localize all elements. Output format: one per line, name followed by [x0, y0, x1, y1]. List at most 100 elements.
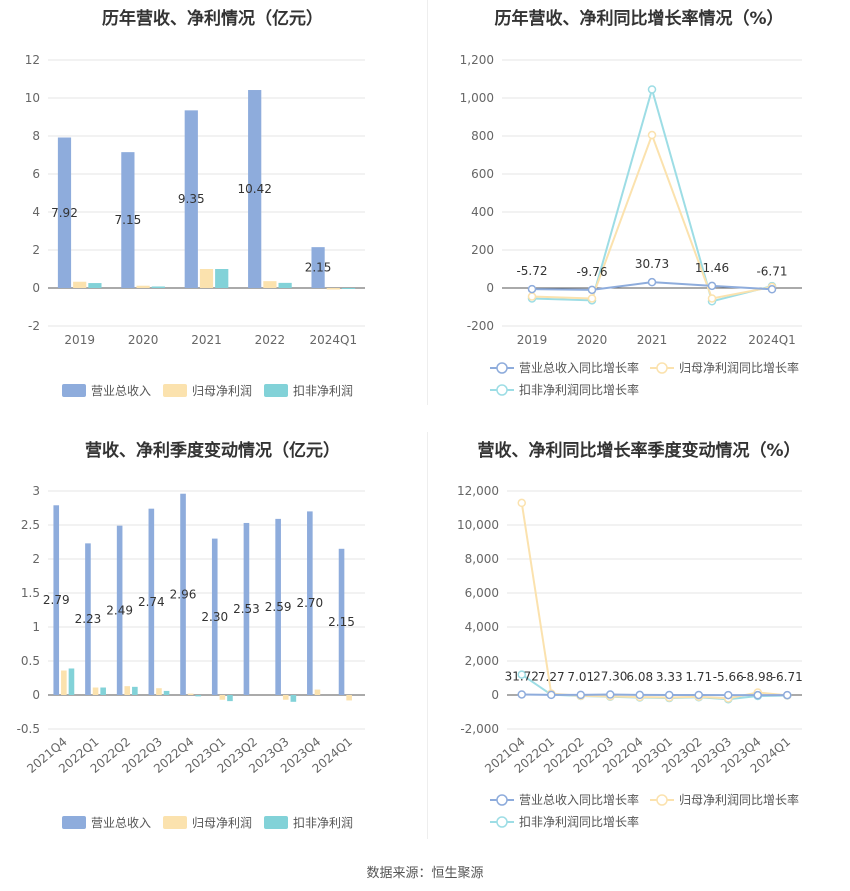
bar	[151, 286, 165, 288]
legend-swatch	[264, 816, 288, 829]
y-tick-label: 2	[32, 243, 40, 257]
bar	[346, 695, 352, 701]
y-tick-label: 2,000	[465, 654, 499, 668]
x-tick-label: 2020	[577, 333, 608, 347]
bar	[148, 508, 155, 695]
chart-title: 历年营收、净利同比增长率情况（%）	[494, 9, 784, 29]
chart-panel-quarterly-growth: 营收、净利同比增长率季度变动情况（%） -2,000 0 2,000 4,000 6,0…	[428, 432, 850, 847]
y-tick-label: 200	[471, 243, 494, 257]
data-label: 27.30	[593, 670, 627, 684]
y-tick-label: -2	[28, 319, 40, 333]
legend-label: 营业总收入	[91, 384, 151, 398]
data-label: 7.01	[567, 670, 594, 684]
data-label: 2.23	[75, 612, 102, 626]
data-point	[724, 690, 733, 700]
bar	[132, 686, 138, 695]
data-point	[547, 690, 556, 700]
data-point	[647, 85, 657, 94]
data-point	[527, 292, 537, 301]
series-line	[531, 132, 773, 300]
data-point	[783, 690, 792, 700]
quarterly-revenue-chart: -0.500.511.522.532021Q42022Q12022Q22022Q…	[17, 484, 365, 830]
data-point	[647, 277, 657, 287]
x-tick-label: 2024Q1	[748, 333, 796, 347]
data-label: 10.42	[238, 182, 272, 196]
data-label: 2.15	[305, 261, 332, 275]
bar	[326, 288, 340, 290]
data-label: 2.79	[43, 593, 70, 607]
y-tick-label: 800	[471, 129, 494, 143]
chart-panel-annual-growth: 历年营收、净利同比增长率情况（%） -200 0 200 400 600 800 1,000…	[428, 0, 850, 410]
x-tick-label: 2021	[637, 333, 668, 347]
bar	[311, 247, 325, 288]
bar	[163, 690, 170, 695]
legend-swatch	[163, 384, 187, 397]
y-tick-label: 6,000	[465, 586, 499, 600]
bar	[248, 90, 262, 289]
bar	[100, 687, 106, 695]
legend-label: 营业总收入	[91, 816, 151, 830]
legend-label: 扣非净利润	[293, 384, 353, 398]
y-tick-label: 1.5	[21, 586, 40, 600]
data-point	[694, 690, 703, 700]
data-point	[517, 498, 526, 508]
data-point	[587, 285, 597, 295]
chart-title: 营收、净利季度变动情况（亿元）	[85, 441, 340, 461]
x-tick-label: 2022	[255, 333, 286, 347]
bar	[338, 548, 345, 695]
bar	[341, 288, 356, 289]
bar	[227, 695, 233, 702]
legend-label: 归母净利润同比增长率	[679, 360, 799, 375]
data-point	[527, 284, 537, 294]
data-point	[707, 294, 717, 303]
data-label: 2.53	[233, 602, 260, 616]
y-tick-label: 0	[32, 688, 40, 702]
y-tick-label: 1,200	[460, 53, 494, 67]
data-point	[647, 130, 657, 140]
data-point	[576, 690, 585, 700]
annual-growth-chart: -200 0 200 400 600 800 1,000 1,200 2019 2020 2021 2…	[460, 53, 802, 397]
legend-swatch	[496, 816, 508, 828]
y-tick-label: 0	[32, 281, 40, 295]
bar	[215, 269, 229, 288]
data-label: 2.74	[138, 595, 165, 609]
y-tick-label: 0.5	[21, 654, 40, 668]
bar	[184, 110, 198, 288]
legend-label: 归母净利润	[192, 384, 252, 398]
data-point	[665, 690, 674, 700]
legend-label: 扣非净利润同比增长率	[519, 814, 639, 829]
data-label: 2.96	[170, 587, 197, 601]
chart-title: 历年营收、净利情况（亿元）	[102, 9, 323, 29]
bar	[195, 695, 202, 697]
legend-label: 归母净利润	[192, 816, 252, 830]
bar	[124, 686, 131, 695]
y-tick-label: 4	[32, 205, 40, 219]
bar	[219, 695, 226, 700]
bar	[61, 670, 67, 695]
y-tick-label: 600	[471, 167, 494, 181]
y-tick-label: 3	[32, 484, 40, 498]
data-label: 2.30	[201, 610, 228, 624]
bar	[85, 543, 91, 695]
bar	[116, 525, 123, 695]
data-label: 9.35	[178, 192, 205, 206]
quarterly-growth-chart: -2,000 0 2,000 4,000 6,000 8,000 10,000 12,000 2…	[457, 484, 803, 829]
series-line	[521, 693, 788, 697]
bar	[53, 505, 60, 695]
data-label: -6.71	[756, 264, 787, 278]
data-label: 1.71	[685, 670, 712, 684]
bar	[314, 689, 321, 695]
y-tick-label: 0	[491, 688, 499, 702]
bar	[290, 695, 297, 702]
bar	[199, 269, 214, 288]
bar	[275, 518, 281, 695]
panel-divider-bottom	[427, 432, 428, 839]
annual-revenue-chart: -2 0 2 4 6 8 10 12 2019 2020 2021 2022 2024Q1 7.92 7.1…	[25, 53, 365, 398]
data-label: 7.27	[538, 670, 565, 684]
bar	[278, 282, 292, 288]
legend-label: 归母净利润同比增长率	[679, 792, 799, 807]
y-tick-label: 12	[25, 53, 40, 67]
data-label: -8.98	[742, 670, 773, 684]
y-tick-label: 10,000	[457, 518, 499, 532]
y-tick-label: 10	[25, 91, 40, 105]
